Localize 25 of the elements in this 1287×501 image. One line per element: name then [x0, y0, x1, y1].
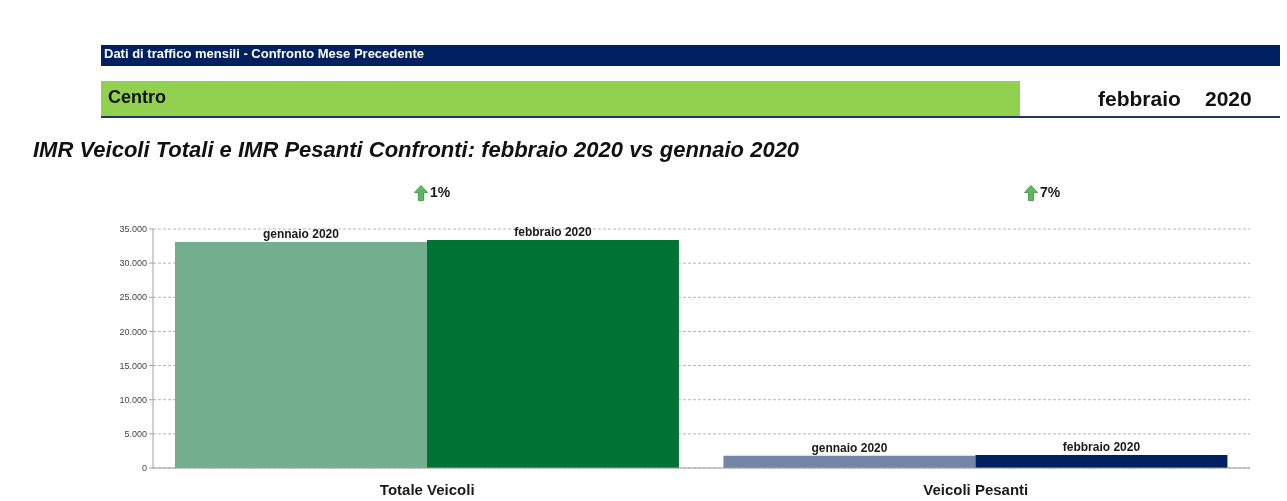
y-tick-label: 35.000: [119, 224, 147, 235]
text: Dati di traffico mensili - Confronto Mese Precedente: [104, 46, 424, 62]
y-tick-label: 30.000: [119, 258, 147, 269]
bar: [975, 455, 1228, 468]
data-label: febbraio 2020: [1062, 440, 1141, 455]
x-tick-label: Totale Veicoli: [379, 480, 475, 498]
y-tick-label: 20.000: [119, 326, 147, 337]
data-label: gennaio 2020: [811, 440, 888, 455]
text: febbraio: [1098, 87, 1181, 111]
text: 1%: [430, 184, 451, 201]
y-tick-label: 25.000: [119, 292, 147, 303]
series-label: gennaio 2020: [262, 226, 340, 241]
y-tick-label: 5.000: [124, 429, 147, 440]
y-tick-label: 15.000: [119, 360, 147, 371]
bar: [174, 241, 427, 468]
y-tick-label: 10.000: [119, 394, 147, 405]
bar: [426, 239, 679, 468]
chart-title: IMR Veicoli Totali e IMR Pesanti Confronti: febbraio 2020 vs gennaio 2020: [33, 137, 800, 163]
text: Centro: [108, 87, 166, 108]
series-label: febbraio 2020: [514, 224, 592, 239]
x-tick-label: Veicoli Pesanti: [923, 480, 1029, 498]
text: 7%: [1040, 184, 1061, 201]
text: 2020: [1205, 87, 1252, 111]
y-tick-label: 0: [141, 463, 147, 474]
bar: [723, 455, 976, 468]
